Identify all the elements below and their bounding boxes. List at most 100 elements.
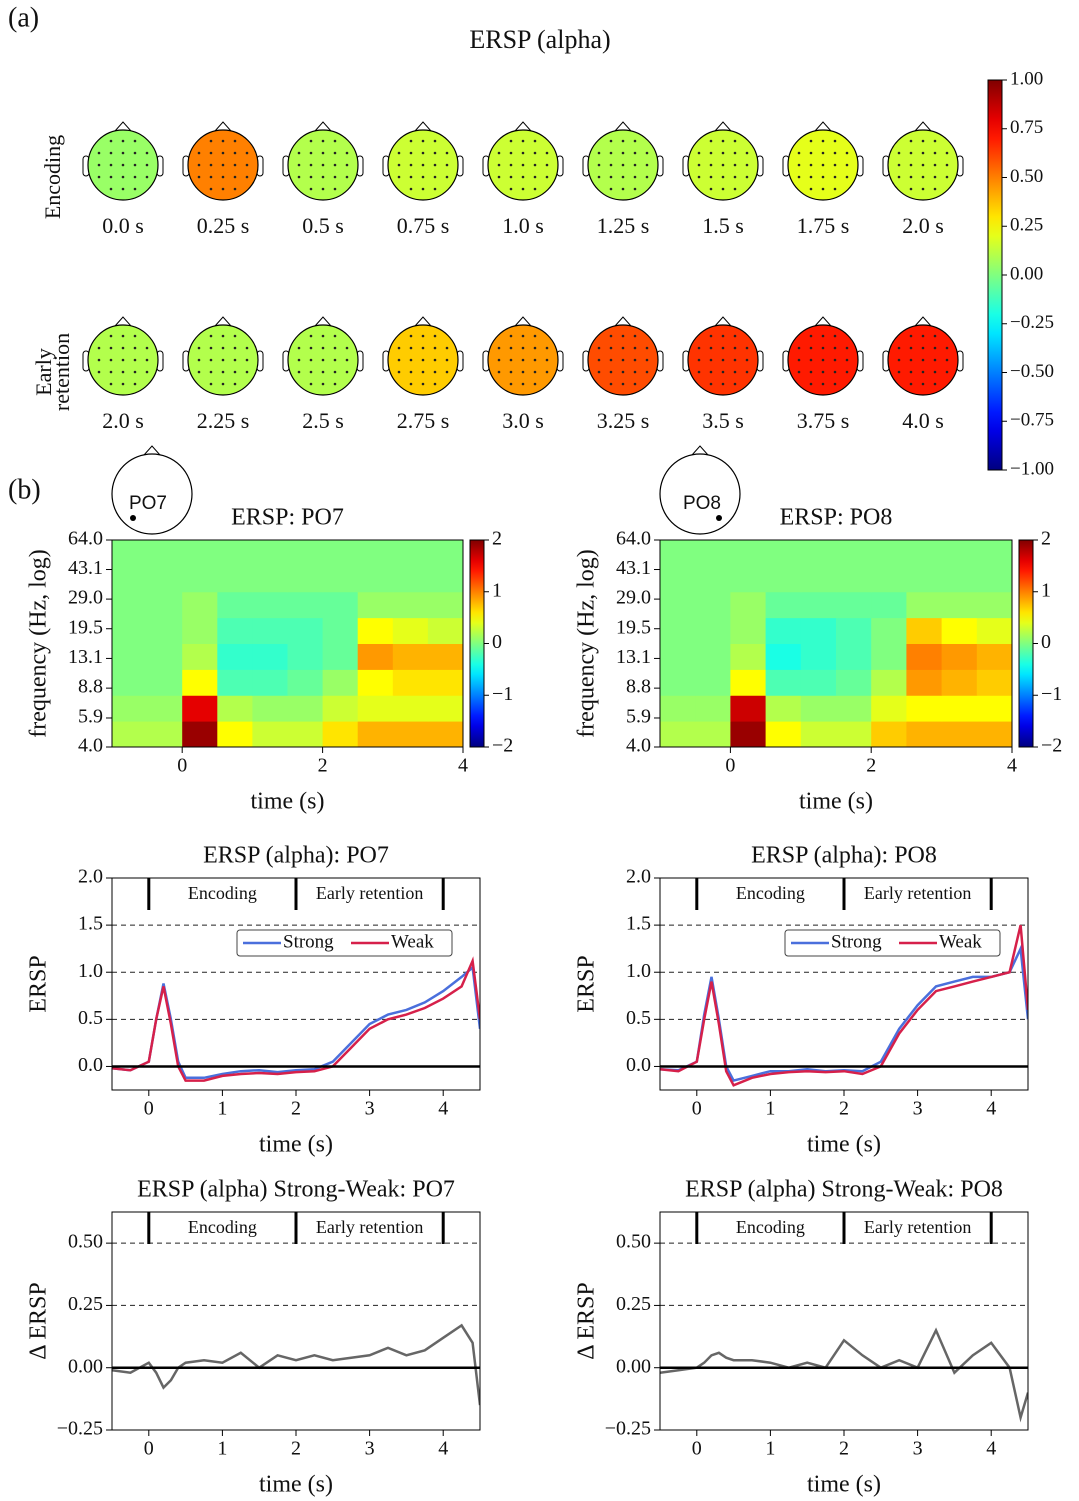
legend-label: Weak: [939, 931, 982, 952]
heatmap-cell: [941, 591, 978, 619]
sensor-dot: [333, 139, 337, 143]
colorbar: [469, 539, 485, 748]
sensor-dot: [121, 346, 125, 350]
y-tick-label: 0.5: [626, 1007, 651, 1029]
heatmap-cell: [941, 669, 978, 696]
sensor-dot: [245, 358, 249, 362]
sensor-dot: [909, 346, 913, 350]
sensor-dot: [833, 187, 837, 191]
sensor-dot: [233, 334, 237, 338]
x-tick-label: 2: [839, 1098, 849, 1120]
sensor-dot: [433, 163, 437, 167]
sensor-dot: [233, 358, 237, 362]
sensor-dot: [133, 187, 137, 191]
heatmap-cell: [976, 669, 1013, 696]
heatmap-cell: [147, 721, 183, 748]
sensor-dot: [133, 358, 137, 362]
sensor-dot: [933, 139, 937, 143]
sensor-dot: [609, 370, 613, 374]
sensor-dot: [121, 370, 125, 374]
sensor-dot: [433, 151, 437, 155]
heatmap-cell: [112, 617, 148, 644]
sensor-dot: [909, 370, 913, 374]
time-label: 3.75 s: [797, 408, 850, 433]
sensor-dot: [633, 370, 637, 374]
heatmap-cell: [217, 540, 253, 567]
x-tick-label: 4: [1007, 755, 1017, 777]
sensor-dot: [333, 382, 337, 386]
sensor-dot: [597, 358, 601, 362]
sensor-dot: [221, 187, 225, 191]
heatmap-cell: [427, 617, 464, 644]
sensor-dot: [733, 382, 737, 386]
sensor-dot: [321, 370, 325, 374]
y-axis-label: ERSP: [574, 955, 600, 1012]
sensor-dot: [833, 382, 837, 386]
sensor-dot: [633, 175, 637, 179]
sensor-dot: [397, 358, 401, 362]
heatmap-cell: [252, 695, 288, 722]
sensor-dot: [921, 163, 925, 167]
y-tick-label: 13.1: [616, 646, 651, 668]
sensor-dot: [121, 175, 125, 179]
sensor-dot: [833, 370, 837, 374]
heatmap-cell: [147, 540, 183, 567]
nose: [914, 316, 932, 327]
x-tick-label: 2: [866, 755, 876, 777]
sensor-dot: [821, 382, 825, 386]
sensor-dot: [833, 334, 837, 338]
sensor-dot: [733, 175, 737, 179]
y-tick-label: 0.0: [626, 1054, 651, 1076]
time-label: 3.25 s: [597, 408, 650, 433]
sensor-dot: [621, 175, 625, 179]
plot-frame: [111, 1211, 481, 1431]
sensor-dot: [945, 163, 949, 167]
heatmap-cell: [322, 617, 359, 644]
heatmap-cell: [660, 591, 696, 619]
sensor-dot: [221, 139, 225, 143]
heatmap-cell: [660, 695, 696, 722]
sensor-dot: [733, 334, 737, 338]
sensor-dot: [145, 175, 149, 179]
sensor-dot: [433, 334, 437, 338]
phase-label: Encoding: [188, 883, 257, 903]
sensor-dot: [809, 358, 813, 362]
y-tick-label: 64.0: [68, 528, 103, 550]
plot-frame: [659, 539, 1013, 748]
sensor-dot: [509, 139, 513, 143]
colorbar-tick-label: −1: [492, 683, 513, 705]
series-line: [660, 924, 1028, 1087]
sensor-dot: [745, 370, 749, 374]
panel-label: (a): [8, 2, 39, 33]
sensor-dot: [621, 370, 625, 374]
colorbar-tick-label: −2: [1041, 735, 1062, 757]
sensor-dot: [545, 163, 549, 167]
sensor-dot: [845, 370, 849, 374]
chart-title: ERSP: PO7: [231, 505, 344, 531]
heatmap-cell: [112, 721, 148, 748]
heatmap-cell: [427, 669, 464, 696]
heatmap-cell: [217, 643, 253, 670]
nose: [314, 121, 332, 132]
y-tick-label: 19.5: [68, 616, 103, 638]
sensor-dot: [109, 151, 113, 155]
legend-label: Strong: [831, 931, 882, 952]
heatmap-cell: [906, 540, 943, 567]
sensor-dot: [209, 175, 213, 179]
heatmap-cell: [765, 721, 802, 748]
sensor-dot: [197, 151, 201, 155]
sensor-dot: [333, 151, 337, 155]
heatmap-cell: [322, 540, 359, 567]
sensor-dot: [97, 358, 101, 362]
sensor-dot: [521, 358, 525, 362]
sensor-dot: [421, 334, 425, 338]
heatmap-cell: [800, 669, 837, 696]
sensor-dot: [921, 358, 925, 362]
sensor-dot: [645, 175, 649, 179]
heatmap-cell: [392, 695, 429, 722]
sensor-dot: [221, 151, 225, 155]
sensor-dot: [521, 382, 525, 386]
heatmap-cell: [941, 695, 978, 722]
sensor-dot: [533, 139, 537, 143]
sensor-dot: [697, 358, 701, 362]
